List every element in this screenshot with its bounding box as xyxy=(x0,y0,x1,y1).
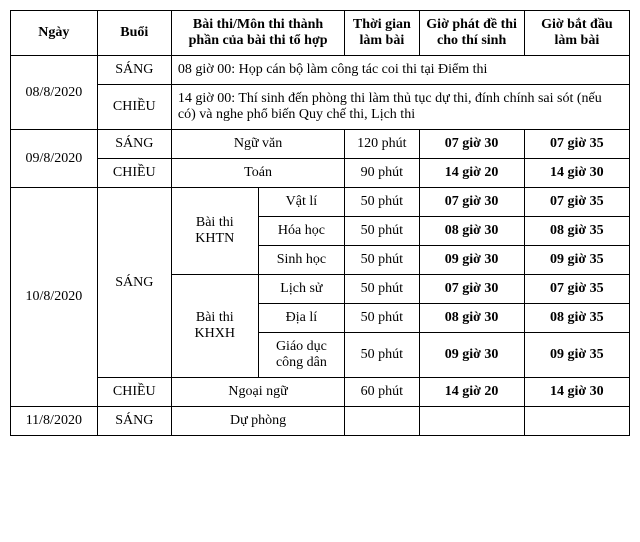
table-row: 11/8/2020 SÁNG Dự phòng xyxy=(11,407,630,436)
cell-mon: Sinh học xyxy=(258,246,345,275)
cell-tg: 50 phút xyxy=(345,217,419,246)
col-mon: Bài thi/Môn thi thành phần của bài thi t… xyxy=(171,11,344,56)
exam-schedule-table: Ngày Buổi Bài thi/Môn thi thành phần của… xyxy=(10,10,630,436)
table-row: 08/8/2020 SÁNG 08 giờ 00: Họp cán bộ làm… xyxy=(11,56,630,85)
cell-mon: Dự phòng xyxy=(171,407,344,436)
cell-giophat: 07 giờ 30 xyxy=(419,130,524,159)
cell-date: 11/8/2020 xyxy=(11,407,98,436)
cell-mon: Ngữ văn xyxy=(171,130,344,159)
cell-giophat: 14 giờ 20 xyxy=(419,159,524,188)
cell-mon: Địa lí xyxy=(258,304,345,333)
cell-giophat: 08 giờ 30 xyxy=(419,304,524,333)
table-row: CHIỀU Toán 90 phút 14 giờ 20 14 giờ 30 xyxy=(11,159,630,188)
cell-tg: 50 phút xyxy=(345,246,419,275)
cell-giophat: 07 giờ 30 xyxy=(419,188,524,217)
cell-giophat: 07 giờ 30 xyxy=(419,275,524,304)
cell-tg: 90 phút xyxy=(345,159,419,188)
cell-mon: Toán xyxy=(171,159,344,188)
cell-buoi: SÁNG xyxy=(97,188,171,378)
cell-date: 10/8/2020 xyxy=(11,188,98,407)
cell-buoi: SÁNG xyxy=(97,407,171,436)
cell-giobatdau: 08 giờ 35 xyxy=(524,217,629,246)
cell-tg xyxy=(345,407,419,436)
cell-giobatdau: 14 giờ 30 xyxy=(524,378,629,407)
cell-tg: 50 phút xyxy=(345,333,419,378)
cell-giobatdau: 09 giờ 35 xyxy=(524,246,629,275)
cell-tg: 50 phút xyxy=(345,304,419,333)
table-row: CHIỀU Ngoại ngữ 60 phút 14 giờ 20 14 giờ… xyxy=(11,378,630,407)
cell-giophat xyxy=(419,407,524,436)
cell-tg: 50 phút xyxy=(345,275,419,304)
table-row: 09/8/2020 SÁNG Ngữ văn 120 phút 07 giờ 3… xyxy=(11,130,630,159)
cell-giobatdau: 14 giờ 30 xyxy=(524,159,629,188)
cell-mon: Giáo dục công dân xyxy=(258,333,345,378)
cell-group: Bài thi KHTN xyxy=(171,188,258,275)
col-giobatdau: Giờ bắt đầu làm bài xyxy=(524,11,629,56)
cell-mon: Hóa học xyxy=(258,217,345,246)
cell-tg: 50 phút xyxy=(345,188,419,217)
cell-giophat: 14 giờ 20 xyxy=(419,378,524,407)
col-ngay: Ngày xyxy=(11,11,98,56)
cell-buoi: CHIỀU xyxy=(97,378,171,407)
cell-mon: Lịch sử xyxy=(258,275,345,304)
cell-buoi: SÁNG xyxy=(97,56,171,85)
cell-buoi: SÁNG xyxy=(97,130,171,159)
col-giophat: Giờ phát đề thi cho thí sinh xyxy=(419,11,524,56)
cell-mon: Ngoại ngữ xyxy=(171,378,344,407)
table-row: 10/8/2020 SÁNG Bài thi KHTN Vật lí 50 ph… xyxy=(11,188,630,217)
cell-giobatdau: 07 giờ 35 xyxy=(524,188,629,217)
cell-buoi: CHIỀU xyxy=(97,85,171,130)
table-row: CHIỀU 14 giờ 00: Thí sinh đến phòng thi … xyxy=(11,85,630,130)
cell-merged-note: 08 giờ 00: Họp cán bộ làm công tác coi t… xyxy=(171,56,629,85)
cell-group: Bài thi KHXH xyxy=(171,275,258,378)
cell-giophat: 09 giờ 30 xyxy=(419,333,524,378)
cell-date: 08/8/2020 xyxy=(11,56,98,130)
cell-giophat: 08 giờ 30 xyxy=(419,217,524,246)
cell-date: 09/8/2020 xyxy=(11,130,98,188)
table-header-row: Ngày Buổi Bài thi/Môn thi thành phần của… xyxy=(11,11,630,56)
cell-merged-note: 14 giờ 00: Thí sinh đến phòng thi làm th… xyxy=(171,85,629,130)
col-thoigian: Thời gian làm bài xyxy=(345,11,419,56)
cell-tg: 120 phút xyxy=(345,130,419,159)
cell-tg: 60 phút xyxy=(345,378,419,407)
col-buoi: Buổi xyxy=(97,11,171,56)
cell-giobatdau: 09 giờ 35 xyxy=(524,333,629,378)
cell-buoi: CHIỀU xyxy=(97,159,171,188)
cell-giophat: 09 giờ 30 xyxy=(419,246,524,275)
cell-giobatdau: 07 giờ 35 xyxy=(524,130,629,159)
cell-mon: Vật lí xyxy=(258,188,345,217)
cell-giobatdau: 08 giờ 35 xyxy=(524,304,629,333)
cell-giobatdau xyxy=(524,407,629,436)
cell-giobatdau: 07 giờ 35 xyxy=(524,275,629,304)
